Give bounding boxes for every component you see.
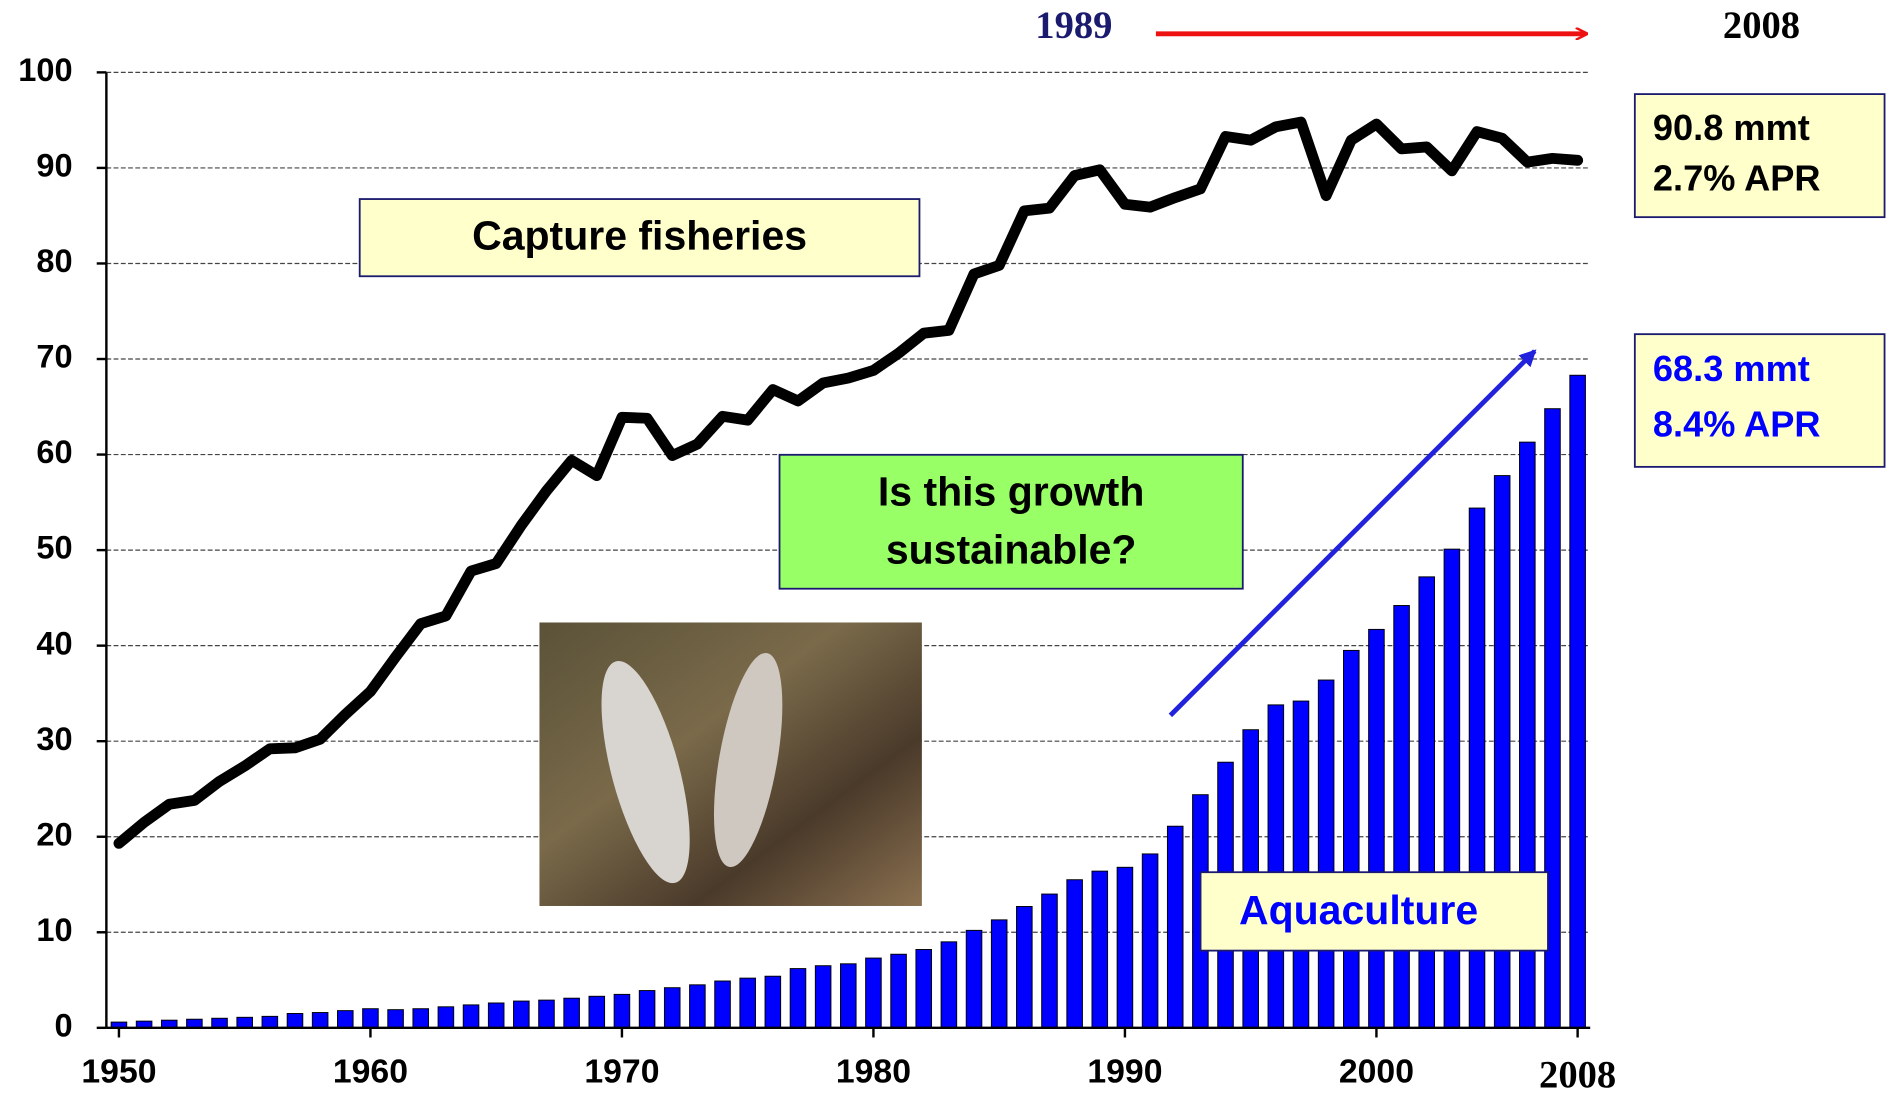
question-box	[778, 453, 1244, 590]
bar	[1292, 700, 1310, 1029]
x-tick-label: 1960	[333, 1053, 408, 1091]
bar	[865, 957, 882, 1029]
bar	[965, 929, 983, 1029]
bar	[915, 948, 933, 1029]
bar	[1166, 825, 1184, 1029]
capture-stats: 2.7% APR	[1653, 158, 1821, 199]
bar	[387, 1009, 404, 1029]
bar	[638, 990, 656, 1029]
bar	[211, 1017, 228, 1029]
bar	[940, 941, 958, 1029]
bar	[236, 1016, 253, 1029]
bar	[789, 968, 807, 1029]
photo-fish	[601, 661, 690, 884]
growth-arrow	[1168, 349, 1537, 718]
aquaculture-stats: 8.4% APR	[1653, 404, 1821, 445]
x-tick-label: 1950	[81, 1053, 156, 1091]
bar	[689, 984, 706, 1029]
y-tick-label: 100	[18, 52, 72, 88]
line	[113, 116, 1584, 849]
bar	[1342, 649, 1360, 1029]
bar	[1041, 893, 1058, 1029]
y-tick-label: 50	[36, 530, 72, 566]
series-label: Aquaculture	[1239, 887, 1478, 933]
bar	[462, 1004, 480, 1029]
bar	[1116, 866, 1134, 1029]
y-tick-label: 70	[36, 339, 72, 375]
question: sustainable?	[886, 526, 1137, 572]
bar	[186, 1018, 203, 1029]
bar	[412, 1008, 430, 1029]
y-tick-label: 90	[36, 148, 72, 184]
bar	[286, 1013, 304, 1029]
bar	[362, 1008, 379, 1029]
x-tick-label: 1970	[584, 1053, 659, 1091]
bar	[538, 999, 555, 1029]
y-tick-label: 30	[36, 721, 72, 757]
period-end: 2008	[1723, 5, 1800, 47]
bar	[1066, 879, 1083, 1029]
bar	[739, 977, 756, 1029]
bar	[1267, 704, 1285, 1029]
bar	[437, 1006, 455, 1029]
bar	[663, 987, 681, 1029]
period-start: 1989	[1035, 5, 1112, 47]
y-tick-label: 20	[36, 816, 72, 852]
y-tick-label: 10	[36, 912, 72, 948]
x-tick-label: 1990	[1087, 1053, 1162, 1091]
aquaculture-stats-box	[1633, 333, 1886, 468]
x-tick-label: 1980	[836, 1053, 911, 1091]
bar	[764, 975, 782, 1029]
bar	[1091, 870, 1109, 1029]
y-tick-label: 0	[54, 1007, 72, 1043]
bar	[311, 1012, 329, 1029]
capture-stats: 90.8 mmt	[1653, 107, 1810, 148]
series-label-box	[1199, 871, 1549, 952]
bar	[1317, 679, 1335, 1029]
bar	[1016, 906, 1033, 1029]
bar	[613, 993, 631, 1029]
bar	[487, 1002, 505, 1029]
bar	[588, 995, 606, 1029]
bar	[1443, 548, 1461, 1029]
y-tick-label: 60	[36, 434, 72, 470]
bar	[1569, 374, 1586, 1029]
x-tick-label: 2000	[1339, 1053, 1414, 1091]
bar	[990, 919, 1008, 1029]
x-tick-label: 2008	[1539, 1054, 1616, 1096]
bar	[261, 1015, 279, 1029]
bar	[890, 953, 907, 1029]
bar	[840, 963, 857, 1029]
bar	[513, 1000, 530, 1029]
bar	[1418, 576, 1436, 1029]
bar	[814, 965, 832, 1029]
y-tick-label: 40	[36, 625, 72, 661]
capture-stats-box	[1633, 93, 1886, 219]
bar	[1393, 605, 1410, 1029]
bar	[714, 980, 731, 1029]
question: Is this growth	[878, 468, 1144, 514]
bar	[1368, 628, 1385, 1029]
bar	[1141, 853, 1159, 1029]
series-label-box	[358, 198, 921, 278]
photo-fish	[713, 652, 783, 868]
bar	[563, 997, 580, 1029]
y-tick-label: 80	[36, 243, 72, 279]
series-label: Capture fisheries	[472, 213, 807, 259]
lines	[113, 116, 1584, 849]
aquaculture-stats: 68.3 mmt	[1653, 348, 1810, 389]
bar	[337, 1010, 354, 1029]
